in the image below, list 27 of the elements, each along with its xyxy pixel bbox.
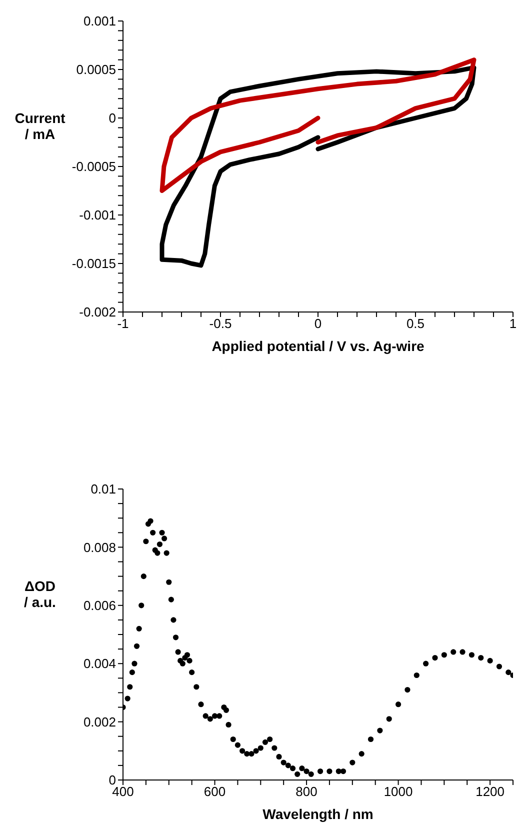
x-tick-label: 0.5	[406, 316, 425, 332]
y-tick-label: -0.0005	[72, 159, 116, 174]
x-tick-label: 800	[296, 784, 318, 800]
y-tick-label: 0.002	[83, 714, 116, 730]
y-tick-label: -0.001	[79, 208, 116, 223]
x-tick-label: 1200	[476, 784, 505, 800]
line-series	[160, 58, 476, 193]
x-tick-label: -1	[117, 316, 129, 332]
x-axis-title: Applied potential / V vs. Ag-wire	[210, 338, 426, 354]
y-axis-title: Current / mA	[14, 110, 66, 142]
y-tick-label: 0.01	[90, 482, 116, 497]
x-tick-label: 1	[509, 316, 517, 332]
y-tick-label: 0.006	[83, 598, 116, 614]
x-tick-label: -0.5	[209, 316, 232, 332]
y-tick-label: 0.001	[83, 14, 116, 29]
y-tick-label: 0	[108, 110, 116, 126]
x-axis-title: Wavelength / nm	[262, 806, 374, 822]
y-tick-label: -0.002	[79, 304, 116, 320]
x-tick-label: 0	[314, 316, 322, 332]
line-series	[160, 65, 476, 268]
y-tick-label: 0.004	[83, 656, 116, 672]
y-tick-label: -0.0015	[72, 256, 116, 272]
y-tick-label: 0.0005	[76, 62, 116, 78]
y-tick-label: 0.008	[83, 540, 116, 555]
x-tick-label: 1000	[384, 784, 413, 800]
x-tick-label: 600	[204, 784, 226, 800]
y-axis-title: ΔOD / a.u.	[23, 578, 57, 610]
